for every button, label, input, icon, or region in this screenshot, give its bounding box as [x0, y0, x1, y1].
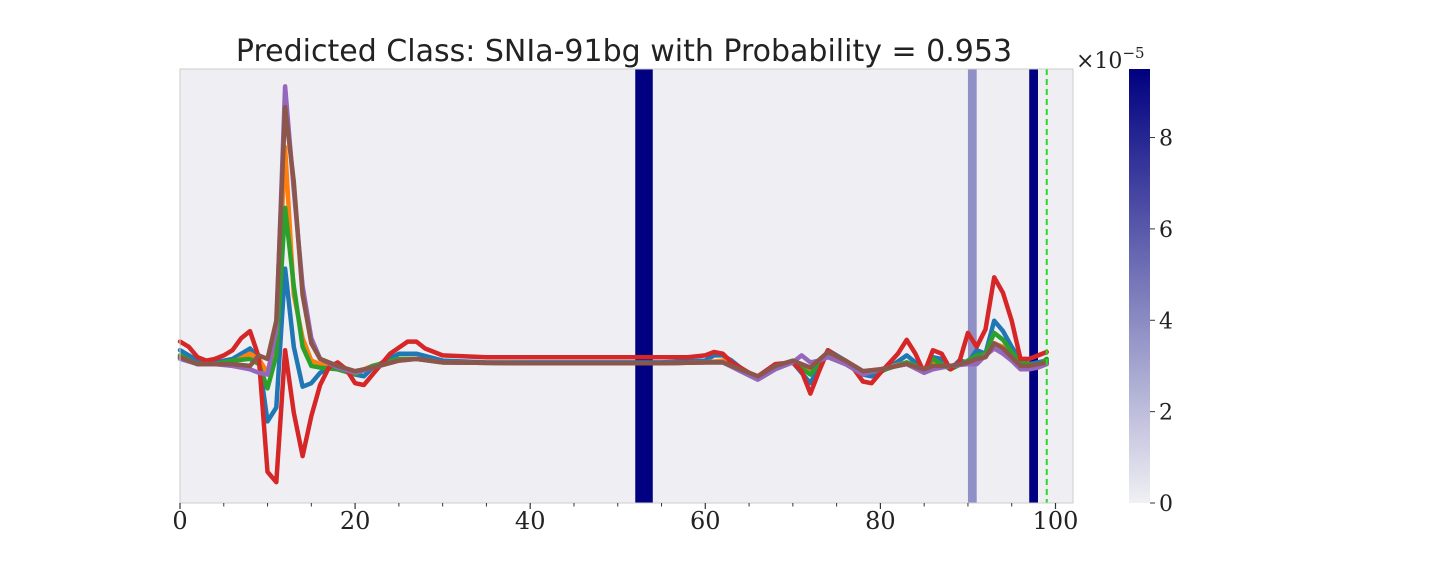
x-tick-label: 0: [172, 507, 187, 535]
x-tick-label: 100: [1033, 507, 1079, 535]
colorbar-exponent-power: −5: [1122, 44, 1144, 62]
colorbar-tick-label: 4: [1159, 309, 1173, 334]
attention-band-3: [1029, 69, 1038, 503]
chart-title: Predicted Class: SNIa-91bg with Probabil…: [236, 34, 1012, 69]
colorbar-tick-label: 0: [1159, 492, 1173, 517]
series-lines: [177, 84, 1049, 485]
attention-bands: [635, 69, 1038, 503]
colorbar: [1129, 69, 1150, 503]
plot-frame: [179, 68, 1074, 504]
colorbar-tick-label: 2: [1159, 401, 1173, 426]
attention-band-2: [967, 69, 977, 503]
series-line-4: [177, 275, 1049, 485]
plot-area: [180, 69, 1073, 503]
colorbar-tick-label: 8: [1159, 127, 1173, 152]
colorbar-axis: 0 2 4 6 8: [1150, 127, 1173, 517]
x-axis: 0 20 40 60 80 100: [172, 503, 1078, 535]
x-tick-label: 40: [515, 507, 546, 535]
colorbar-exponent-base: ×10: [1076, 49, 1122, 74]
x-tick-label: 80: [865, 507, 896, 535]
colorbar-exponent-label: ×10−5: [1076, 44, 1145, 74]
x-tick-label: 20: [340, 507, 371, 535]
series-line-6: [177, 104, 1049, 379]
x-tick-label: 60: [690, 507, 721, 535]
colorbar-tick-label: 6: [1159, 218, 1173, 243]
attention-band-1: [635, 69, 653, 503]
